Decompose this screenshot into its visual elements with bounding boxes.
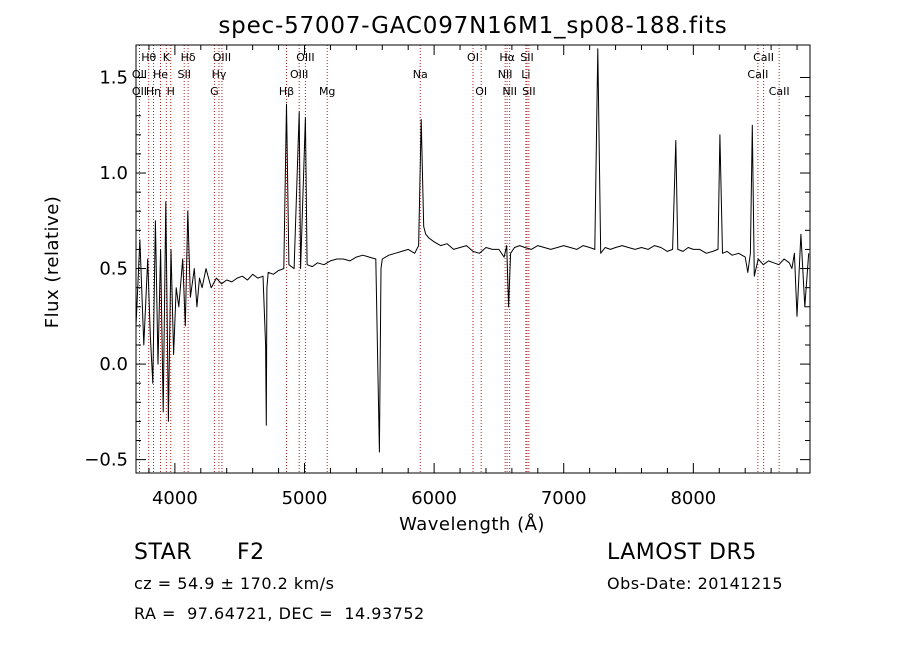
- survey-name: LAMOST DR5: [607, 540, 757, 565]
- x-axis-label: Wavelength (Å): [399, 513, 545, 535]
- x-tick-label-1: 5000: [282, 488, 328, 509]
- marker-label-5: OI: [467, 51, 479, 64]
- marker-label-22: Hβ: [279, 85, 294, 98]
- y-tick-label-1: 0.0: [99, 354, 128, 375]
- sky-coordinates: RA = 97.64721, DEC = 14.93752: [134, 604, 425, 623]
- marker-label-6: Hα: [499, 51, 515, 64]
- marker-label-2: Hδ: [181, 51, 196, 64]
- x-axis-ticks: 4000 5000 6000 7000 8000: [148, 45, 798, 509]
- marker-label-25: NII: [502, 85, 517, 98]
- marker-label-27: CaII: [769, 85, 790, 98]
- object-class: STAR: [134, 540, 193, 565]
- plot-frame: [135, 44, 811, 474]
- marker-label-13: OIII: [290, 68, 308, 81]
- x-tick-label-3: 7000: [541, 488, 587, 509]
- marker-label-11: SII: [177, 68, 190, 81]
- marker-label-0: Hθ: [141, 51, 156, 64]
- marker-label-23: Mg: [319, 85, 335, 98]
- marker-label-12: Hγ: [212, 68, 227, 81]
- marker-label-8: CaII: [753, 51, 774, 64]
- y-tick-label-2: 0.5: [99, 259, 128, 280]
- marker-label-26: SII: [522, 85, 535, 98]
- marker-label-18: OII: [132, 85, 147, 98]
- marker-label-15: NII: [498, 68, 513, 81]
- y-tick-label-4: 1.5: [99, 67, 128, 88]
- y-tick-label-3: 1.0: [99, 163, 128, 184]
- marker-label-21: G: [210, 85, 219, 98]
- marker-label-16: Li: [521, 68, 530, 81]
- marker-label-19: Hη: [146, 85, 161, 98]
- marker-label-1: K: [163, 51, 171, 64]
- marker-label-24: OI: [475, 85, 487, 98]
- x-tick-label-0: 4000: [152, 488, 198, 509]
- y-axis-ticks: −0.5 0.0 0.5 1.0 1.5: [84, 67, 810, 471]
- y-tick-label-0: −0.5: [84, 450, 128, 471]
- marker-label-3: OIII: [213, 51, 231, 64]
- marker-label-20: H: [167, 85, 175, 98]
- redshift-velocity: cz = 54.9 ± 170.2 km/s: [134, 574, 335, 593]
- chart-title: spec-57007-GAC097N16M1_sp08-188.fits: [218, 13, 727, 39]
- observation-date: Obs-Date: 20141215: [607, 574, 784, 593]
- spectrum-line: [135, 48, 810, 453]
- marker-label-9: OII: [132, 68, 147, 81]
- marker-label-7: SII: [520, 51, 533, 64]
- marker-label-4: OIII: [296, 51, 314, 64]
- y-axis-label: Flux (relative): [42, 196, 63, 329]
- emission-line-markers: [138, 45, 780, 473]
- marker-label-14: Na: [413, 68, 428, 81]
- emission-line-labels: Hθ K Hδ OIII OIII OI Hα SII CaII OII He SII Hγ OIII Na…: [132, 51, 790, 98]
- x-tick-label-4: 8000: [670, 488, 716, 509]
- marker-label-10: He: [153, 68, 168, 81]
- spectral-subclass: F2: [237, 540, 265, 565]
- marker-label-17: CaII: [747, 68, 768, 81]
- x-tick-label-2: 6000: [411, 488, 457, 509]
